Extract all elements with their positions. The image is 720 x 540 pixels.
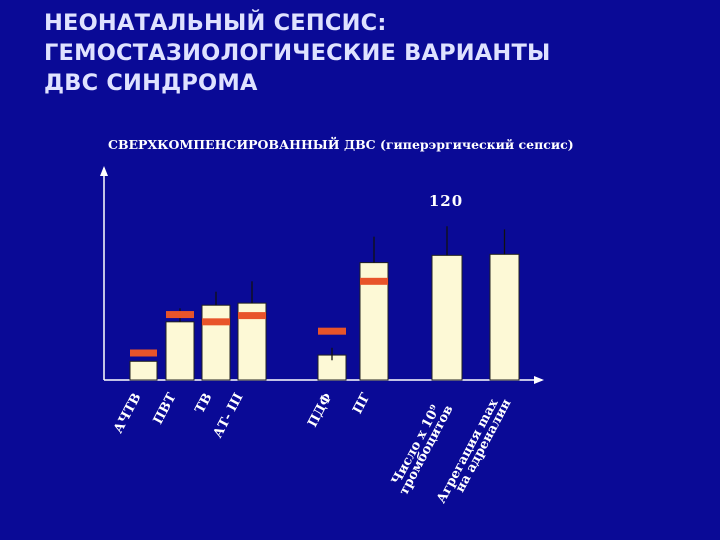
annotation-120: 120: [429, 192, 463, 210]
x-tick-label: АЧТВ: [111, 391, 144, 436]
x-tick-label: АТ- III: [211, 391, 247, 441]
norm-marker: [202, 318, 230, 326]
x-tick-label: ПВТ: [151, 391, 180, 427]
norm-marker: [360, 277, 388, 285]
bar: [489, 253, 520, 381]
norm-marker: [318, 327, 346, 335]
page-title: НЕОНАТАЛЬНЫЙ СЕПСИС: ГЕМОСТАЗИОЛОГИЧЕСКИ…: [44, 10, 551, 96]
norm-marker: [166, 311, 194, 319]
bar: [129, 360, 158, 381]
bar: [165, 321, 195, 381]
y-axis-arrow: [100, 166, 108, 176]
norm-marker: [238, 312, 266, 320]
bar: [201, 304, 231, 381]
bar: [431, 254, 463, 381]
x-tick-label: ПГ: [350, 391, 373, 417]
x-tick-label: ТВ: [193, 391, 216, 416]
norm-marker: [130, 349, 157, 357]
x-tick-label: ПДФ: [305, 391, 335, 430]
x-axis-arrow: [534, 376, 544, 384]
chart-subtitle: СВЕРХКОМПЕНСИРОВАННЫЙ ДВС (гиперэргическ…: [108, 137, 574, 152]
